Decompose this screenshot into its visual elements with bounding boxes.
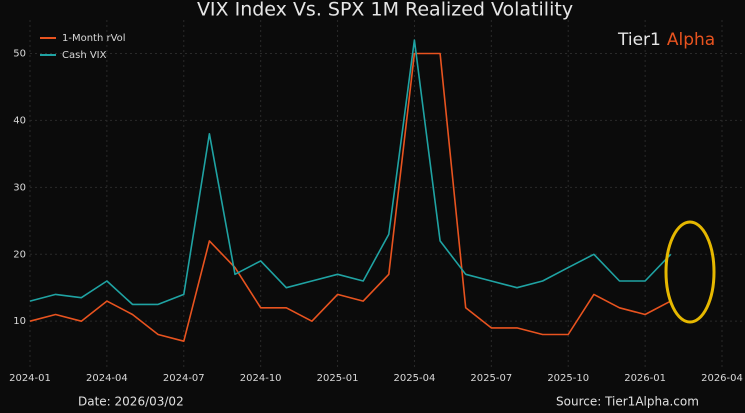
y-tick-label: 40 — [13, 115, 26, 126]
series-line — [29, 52, 672, 342]
y-tick-label: 30 — [13, 182, 26, 193]
x-tick-label: 2025-07 — [470, 373, 512, 384]
chart-title: VIX Index Vs. SPX 1M Realized Volatility — [197, 0, 573, 21]
x-tick-label: 2024-07 — [163, 373, 205, 384]
watermark-b: Alpha — [667, 30, 715, 50]
legend-label: 1-Month rVol — [62, 33, 126, 44]
highlight-ellipse — [664, 220, 716, 324]
series-line — [29, 39, 672, 306]
source-note: Source: Tier1Alpha.com — [556, 395, 699, 409]
watermark-a: Tier1 — [617, 30, 661, 50]
x-tick-label: 2024-04 — [86, 373, 128, 384]
date-note: Date: 2026/03/02 — [78, 395, 184, 409]
x-tick-label: 2026-04 — [701, 373, 743, 384]
lines — [29, 39, 672, 342]
y-tick-label: 10 — [13, 316, 26, 327]
x-tick-label: 2024-01 — [9, 373, 51, 384]
x-tick-label: 2025-01 — [317, 373, 359, 384]
grid — [29, 20, 745, 368]
x-tick-label: 2026-01 — [624, 373, 666, 384]
y-tick-label: 20 — [13, 249, 26, 260]
y-tick-label: 50 — [13, 49, 26, 60]
watermark: Tier1 Alpha — [617, 30, 715, 50]
x-tick-label: 2025-10 — [547, 373, 589, 384]
legend-label: Cash VIX — [62, 50, 107, 61]
x-tick-label: 2024-10 — [240, 373, 282, 384]
x-tick-label: 2025-04 — [394, 373, 436, 384]
